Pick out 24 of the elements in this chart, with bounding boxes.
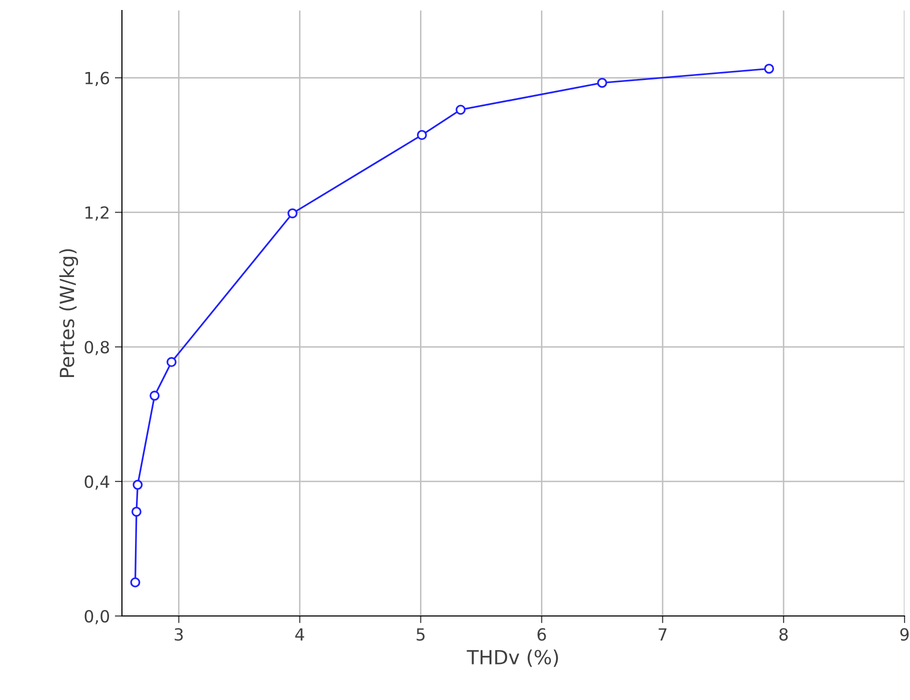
point [416, 130, 427, 140]
x-tick-label: 7 [658, 628, 666, 640]
point [166, 357, 177, 368]
y-tick-label: 0,4 [84, 475, 110, 490]
x-tick-label: 8 [779, 628, 788, 641]
point [150, 390, 160, 401]
point [287, 208, 298, 218]
x-tick-label: 6 [538, 628, 546, 641]
x-axis-title: THDv (%) [466, 650, 558, 667]
point [130, 577, 140, 588]
x-tick-label: 9 [900, 628, 909, 641]
point [597, 78, 608, 88]
point [456, 104, 466, 115]
x-tick-label: 3 [174, 628, 183, 641]
y-axis-title: Pertes (W/kg) [59, 249, 78, 378]
y-tick-label: 0,0 [84, 610, 110, 624]
point [131, 506, 142, 517]
y-tick-label: 0,8 [84, 340, 109, 356]
x-tick-label: 4 [295, 628, 304, 640]
point [132, 480, 143, 490]
y-tick-label: 1,2 [85, 206, 108, 221]
x-tick-label: 5 [416, 628, 425, 641]
point [764, 64, 774, 74]
y-tick-label: 1,6 [85, 72, 110, 86]
